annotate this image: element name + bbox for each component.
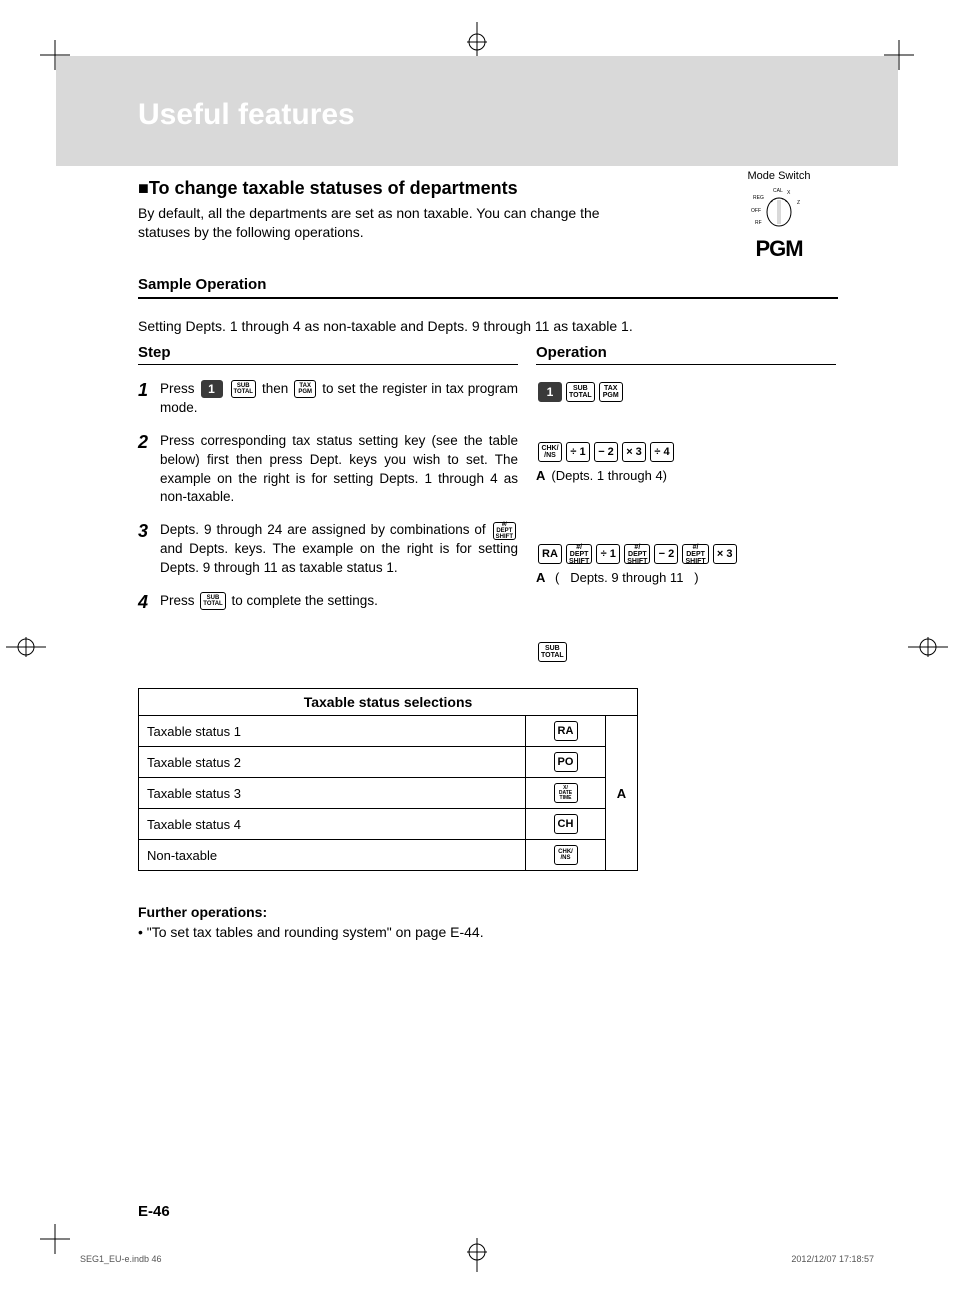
key-subtotal: SUBTOTAL: [566, 382, 595, 402]
step-num: 2: [138, 432, 160, 453]
key-deptshift: #/DEPTSHIFT: [682, 544, 708, 564]
sample-operation-heading: Sample Operation: [138, 276, 838, 299]
operation-row-3: RA #/DEPTSHIFT ÷ 1 #/DEPTSHIFT − 2 #/DEP…: [536, 544, 846, 585]
operation-row-3-annotation: A ( Depts. 9 through 11 ): [536, 570, 846, 585]
step-num: 4: [138, 592, 160, 613]
operation-row-1: 1 SUBTOTAL TAXPGM: [536, 382, 846, 408]
key-subtotal: SUBTOTAL: [231, 380, 256, 398]
key-1: 1: [201, 380, 223, 398]
table-row: Taxable status 3 X/DATETIME: [139, 778, 638, 809]
step-text: Press corresponding tax status setting k…: [160, 432, 518, 508]
key-dept2: − 2: [594, 442, 618, 462]
svg-text:Z: Z: [797, 200, 800, 206]
operation-row-2: CHK//NS ÷ 1 − 2 × 3 ÷ 4 A(Depts. 1 throu…: [536, 442, 846, 483]
operation-row-2-annotation: A(Depts. 1 through 4): [536, 468, 846, 483]
svg-text:CAL: CAL: [773, 188, 783, 194]
step-column-header: Step: [138, 344, 518, 365]
key-taxpgm: TAXPGM: [294, 380, 316, 398]
operation-row-4: SUBTOTAL: [536, 642, 846, 668]
key-deptshift: #/DEPTSHIFT: [493, 522, 516, 540]
table-title: Taxable status selections: [139, 689, 638, 716]
step-3: 3 Depts. 9 through 24 are assigned by co…: [138, 521, 518, 578]
section-intro: By default, all the departments are set …: [138, 204, 638, 242]
key-dept3: × 3: [713, 544, 737, 564]
table-key: CH: [526, 809, 606, 840]
further-operations: Further operations: • "To set tax tables…: [138, 904, 838, 940]
step-text: Depts. 9 through 24 are assigned by comb…: [160, 521, 518, 578]
mode-pgm-label: PGM: [724, 236, 834, 262]
sample-operation-desc: Setting Depts. 1 through 4 as non-taxabl…: [138, 318, 838, 334]
step-2: 2 Press corresponding tax status setting…: [138, 432, 518, 508]
crop-mark-bottom: [465, 1232, 489, 1272]
page-number: E-46: [138, 1203, 170, 1220]
table-key: RA: [526, 716, 606, 747]
step-text: Press SUBTOTAL to complete the settings.: [160, 592, 378, 611]
table-label: Taxable status 2: [139, 747, 526, 778]
further-heading: Further operations:: [138, 904, 838, 920]
step-4: 4 Press SUBTOTAL to complete the setting…: [138, 592, 518, 613]
mode-switch-label: Mode Switch: [724, 170, 834, 182]
step-1: 1 Press 1 SUBTOTAL then TAXPGM to set th…: [138, 380, 518, 418]
mode-switch: Mode Switch CAL X Z REG OFF RF PGM: [724, 170, 834, 262]
key-taxpgm: TAXPGM: [599, 382, 623, 402]
table-key: PO: [526, 747, 606, 778]
table-row: Taxable status 2 PO: [139, 747, 638, 778]
key-deptshift: #/DEPTSHIFT: [566, 544, 592, 564]
key-subtotal: SUBTOTAL: [200, 592, 225, 610]
table-label: Taxable status 4: [139, 809, 526, 840]
section-title-text: To change taxable statuses of department…: [149, 178, 518, 198]
operation-column-header: Operation: [536, 344, 836, 365]
step-text: Press 1 SUBTOTAL then TAXPGM to set the …: [160, 380, 518, 418]
step-num: 3: [138, 521, 160, 542]
key-dept3: × 3: [622, 442, 646, 462]
footer-timestamp: 2012/12/07 17:18:57: [791, 1254, 874, 1264]
taxable-status-table: Taxable status selections Taxable status…: [138, 688, 638, 871]
table-row: Non-taxable CHK//NS: [139, 840, 638, 871]
svg-text:REG: REG: [753, 195, 764, 201]
table-label: Taxable status 3: [139, 778, 526, 809]
key-1: 1: [538, 382, 562, 402]
key-dept1: ÷ 1: [596, 544, 620, 564]
key-subtotal: SUBTOTAL: [538, 642, 567, 662]
step-num: 1: [138, 380, 160, 401]
table-label: Non-taxable: [139, 840, 526, 871]
mode-dial-icon: CAL X Z REG OFF RF: [749, 184, 809, 234]
table-row: Taxable status 1 RA A: [139, 716, 638, 747]
table-key: CHK//NS: [526, 840, 606, 871]
table-label: Taxable status 1: [139, 716, 526, 747]
svg-text:X: X: [787, 190, 791, 196]
key-dept1: ÷ 1: [566, 442, 590, 462]
key-deptshift: #/DEPTSHIFT: [624, 544, 650, 564]
table-row: Taxable status 4 CH: [139, 809, 638, 840]
crop-mark-left: [6, 635, 46, 659]
banner-title: Useful features: [138, 98, 355, 132]
steps-list: 1 Press 1 SUBTOTAL then TAXPGM to set th…: [138, 380, 518, 627]
svg-text:OFF: OFF: [751, 208, 761, 214]
key-dept4: ÷ 4: [650, 442, 674, 462]
table-side-label: A: [606, 716, 638, 871]
key-dept2: − 2: [654, 544, 678, 564]
table-key: X/DATETIME: [526, 778, 606, 809]
key-chkns: CHK//NS: [538, 442, 562, 462]
footer-file: SEG1_EU-e.indb 46: [80, 1254, 162, 1264]
further-bullet: • "To set tax tables and rounding system…: [138, 924, 838, 940]
section-marker: ■: [138, 178, 149, 198]
svg-text:RF: RF: [755, 220, 762, 226]
crop-mark-right: [908, 635, 948, 659]
key-ra: RA: [538, 544, 562, 564]
